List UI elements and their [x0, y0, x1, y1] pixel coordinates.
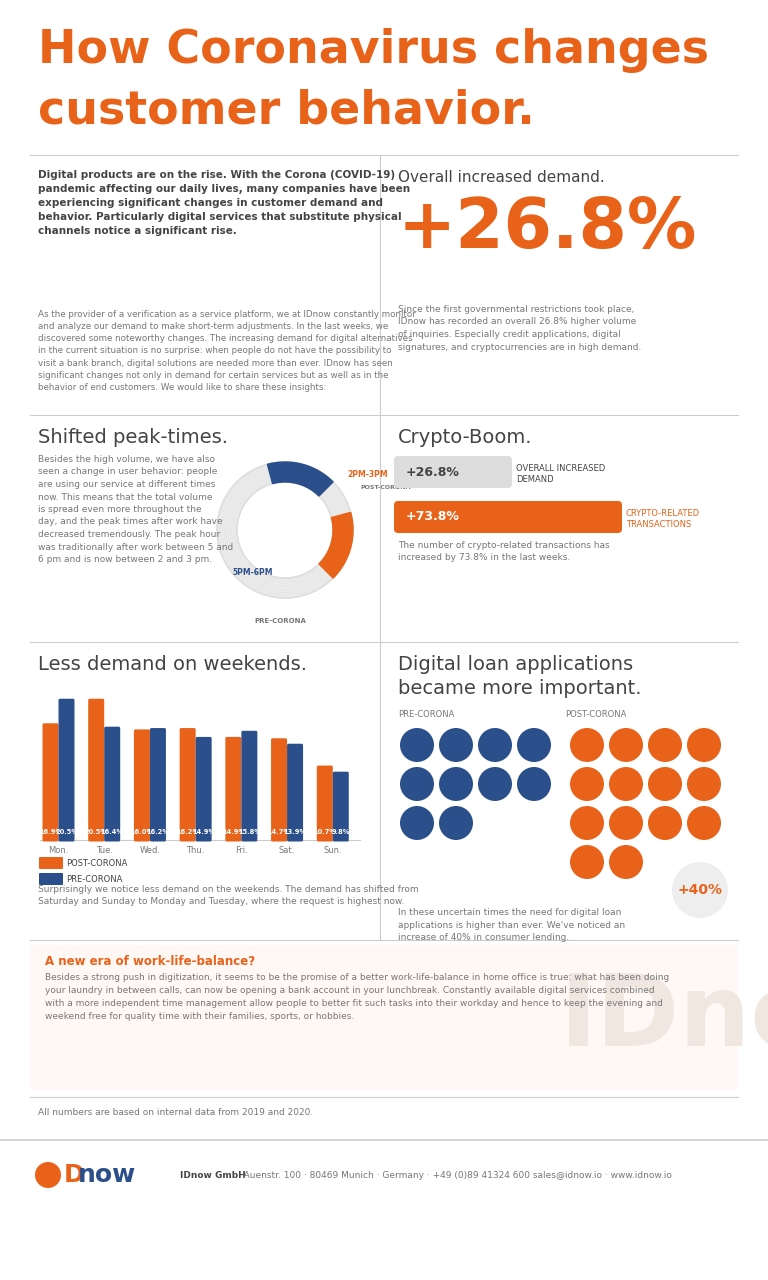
Text: $: $ — [582, 817, 592, 829]
Text: $: $ — [412, 739, 422, 751]
Text: 14.7%: 14.7% — [267, 829, 290, 835]
Polygon shape — [319, 512, 353, 579]
Text: Since the first governmental restrictions took place,
IDnow has recorded an over: Since the first governmental restriction… — [398, 305, 641, 352]
FancyBboxPatch shape — [225, 737, 241, 841]
FancyBboxPatch shape — [134, 730, 150, 841]
FancyBboxPatch shape — [39, 858, 63, 869]
Text: $: $ — [582, 777, 592, 791]
FancyBboxPatch shape — [150, 728, 166, 841]
FancyBboxPatch shape — [39, 873, 63, 884]
FancyBboxPatch shape — [104, 727, 121, 841]
Text: Sat.: Sat. — [279, 846, 295, 855]
Circle shape — [478, 728, 512, 762]
Text: Overall increased demand.: Overall increased demand. — [398, 170, 604, 186]
Polygon shape — [267, 462, 333, 497]
Text: All numbers are based on internal data from 2019 and 2020.: All numbers are based on internal data f… — [38, 1108, 313, 1117]
FancyBboxPatch shape — [196, 737, 212, 841]
FancyBboxPatch shape — [58, 699, 74, 841]
Text: POST-CORONA: POST-CORONA — [565, 710, 627, 719]
Text: POST-CORONA: POST-CORONA — [360, 485, 411, 490]
Text: PRE-CORONA: PRE-CORONA — [398, 710, 455, 719]
Circle shape — [517, 767, 551, 801]
Text: In these uncertain times the need for digital loan
applications is higher than e: In these uncertain times the need for di… — [398, 908, 625, 942]
Circle shape — [570, 845, 604, 879]
Text: Mon.: Mon. — [48, 846, 68, 855]
Text: 10.7%: 10.7% — [313, 829, 336, 835]
Text: 20.5%: 20.5% — [55, 829, 78, 835]
Text: CRYPTO-RELATED
TRANSACTIONS: CRYPTO-RELATED TRANSACTIONS — [626, 509, 700, 529]
Circle shape — [439, 767, 473, 801]
Text: 14.9%: 14.9% — [222, 829, 245, 835]
Text: 5PM-6PM: 5PM-6PM — [233, 568, 273, 577]
Text: Surprisingly we notice less demand on the weekends. The demand has shifted from
: Surprisingly we notice less demand on th… — [38, 884, 419, 906]
Text: customer behavior.: customer behavior. — [38, 88, 535, 133]
Circle shape — [687, 728, 721, 762]
Text: +26.8%: +26.8% — [406, 466, 460, 479]
Circle shape — [35, 1162, 61, 1188]
Text: A new era of work-life-balance?: A new era of work-life-balance? — [45, 955, 255, 968]
FancyBboxPatch shape — [394, 456, 512, 488]
FancyBboxPatch shape — [30, 945, 738, 1091]
Text: +40%: +40% — [677, 883, 723, 897]
Circle shape — [517, 728, 551, 762]
Text: $: $ — [660, 817, 670, 829]
Text: i: i — [45, 1167, 51, 1181]
FancyBboxPatch shape — [316, 765, 333, 841]
Text: 20.5%: 20.5% — [84, 829, 108, 835]
Text: Sun.: Sun. — [323, 846, 342, 855]
Text: 16.4%: 16.4% — [101, 829, 124, 835]
Text: Fri.: Fri. — [235, 846, 248, 855]
FancyBboxPatch shape — [42, 723, 58, 841]
Text: 2PM-3PM: 2PM-3PM — [347, 470, 388, 479]
Text: $: $ — [490, 777, 500, 791]
Text: 9.8%: 9.8% — [332, 829, 350, 835]
Text: $: $ — [699, 817, 709, 829]
Text: 14.9%: 14.9% — [192, 829, 215, 835]
Text: 16.9%: 16.9% — [39, 829, 62, 835]
FancyBboxPatch shape — [333, 772, 349, 841]
Text: Digital products are on the rise. With the Corona (COVID-19)
pandemic affecting : Digital products are on the rise. With t… — [38, 170, 410, 236]
Text: +73.8%: +73.8% — [406, 511, 460, 524]
Polygon shape — [217, 462, 353, 598]
Text: Less demand on weekends.: Less demand on weekends. — [38, 655, 307, 675]
FancyBboxPatch shape — [180, 728, 196, 841]
Text: $: $ — [699, 777, 709, 791]
Text: $: $ — [451, 817, 461, 829]
Text: Shifted peak-times.: Shifted peak-times. — [38, 428, 228, 447]
Circle shape — [609, 728, 643, 762]
Text: $: $ — [412, 817, 422, 829]
Circle shape — [687, 806, 721, 840]
Text: Besides a strong push in digitization, it seems to be the promise of a better wo: Besides a strong push in digitization, i… — [45, 973, 669, 1020]
Circle shape — [400, 728, 434, 762]
FancyBboxPatch shape — [287, 744, 303, 841]
Circle shape — [570, 728, 604, 762]
Text: $: $ — [621, 817, 631, 829]
Text: D: D — [64, 1164, 84, 1187]
Circle shape — [400, 806, 434, 840]
Text: The number of crypto-related transactions has
increased by 73.8% in the last wee: The number of crypto-related transaction… — [398, 541, 610, 562]
Text: $: $ — [660, 777, 670, 791]
Text: $: $ — [529, 777, 539, 791]
FancyBboxPatch shape — [88, 699, 104, 841]
Text: PRE-CORONA: PRE-CORONA — [66, 874, 122, 883]
Circle shape — [648, 767, 682, 801]
Text: 16.2%: 16.2% — [147, 829, 170, 835]
Text: 16.0%: 16.0% — [131, 829, 154, 835]
Circle shape — [609, 767, 643, 801]
Text: +26.8%: +26.8% — [398, 195, 697, 262]
Text: 13.9%: 13.9% — [283, 829, 306, 835]
FancyBboxPatch shape — [394, 500, 622, 532]
Text: As the provider of a verification as a service platform, we at IDnow constantly : As the provider of a verification as a s… — [38, 310, 416, 392]
Text: Crypto-Boom.: Crypto-Boom. — [398, 428, 532, 447]
Circle shape — [648, 728, 682, 762]
Text: Thu.: Thu. — [187, 846, 205, 855]
Text: IDnow GmbH: IDnow GmbH — [180, 1170, 246, 1179]
Circle shape — [400, 767, 434, 801]
Text: IDnow: IDnow — [560, 970, 768, 1068]
Text: 15.8%: 15.8% — [238, 829, 261, 835]
Circle shape — [570, 767, 604, 801]
Circle shape — [609, 806, 643, 840]
Text: Tue.: Tue. — [96, 846, 113, 855]
Circle shape — [672, 861, 728, 918]
FancyBboxPatch shape — [241, 731, 257, 841]
